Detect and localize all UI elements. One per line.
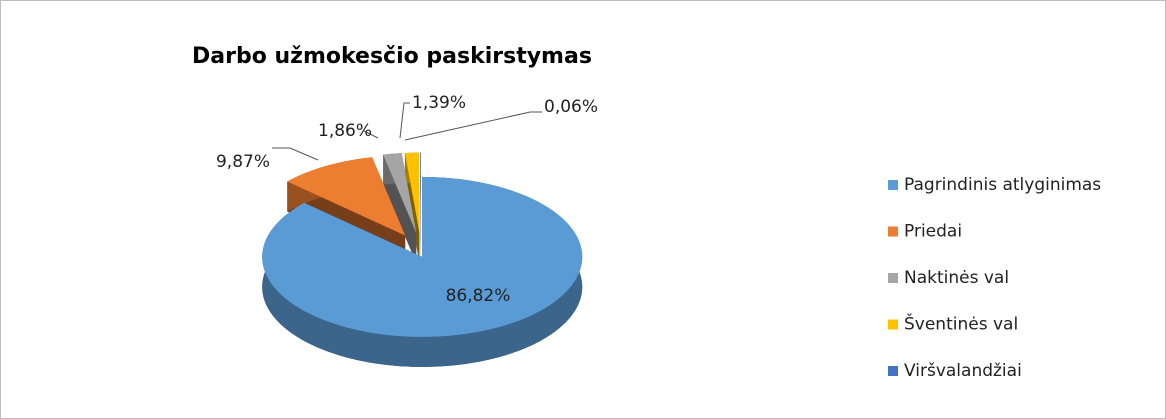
data-label: 0,06% [544, 97, 598, 117]
slice-top [404, 152, 420, 233]
legend-swatch [888, 273, 898, 283]
data-label: 1,39% [412, 93, 466, 113]
leader-line [363, 130, 379, 139]
legend-swatch [888, 226, 898, 237]
data-label: 1,86% [318, 121, 372, 141]
slice-top [262, 176, 583, 337]
legend-swatch [888, 180, 898, 190]
chart-title: Darbo užmokesčio paskirstymas [192, 44, 592, 69]
leader-lines [272, 102, 542, 161]
slice [383, 153, 417, 263]
legend-swatch [888, 319, 898, 330]
slice-top [383, 153, 417, 233]
legend-label: Šventinės val [904, 313, 1018, 335]
legend-label: Naktinės val [904, 268, 1009, 288]
slice-top [287, 157, 406, 236]
leader-line [399, 102, 410, 139]
legend-label: Viršvalandžiai [904, 361, 1022, 381]
legend-label: Priedai [904, 222, 962, 242]
leader-line [272, 147, 319, 161]
slice-top [420, 152, 421, 233]
slice [262, 176, 583, 367]
legend-swatch [888, 366, 898, 376]
data-label: 9,87% [216, 152, 270, 172]
leader-line [404, 111, 542, 141]
slice [420, 152, 421, 263]
legend-label: Pagrindinis atlyginimas [904, 175, 1101, 195]
data-label: 86,82% [446, 286, 511, 306]
